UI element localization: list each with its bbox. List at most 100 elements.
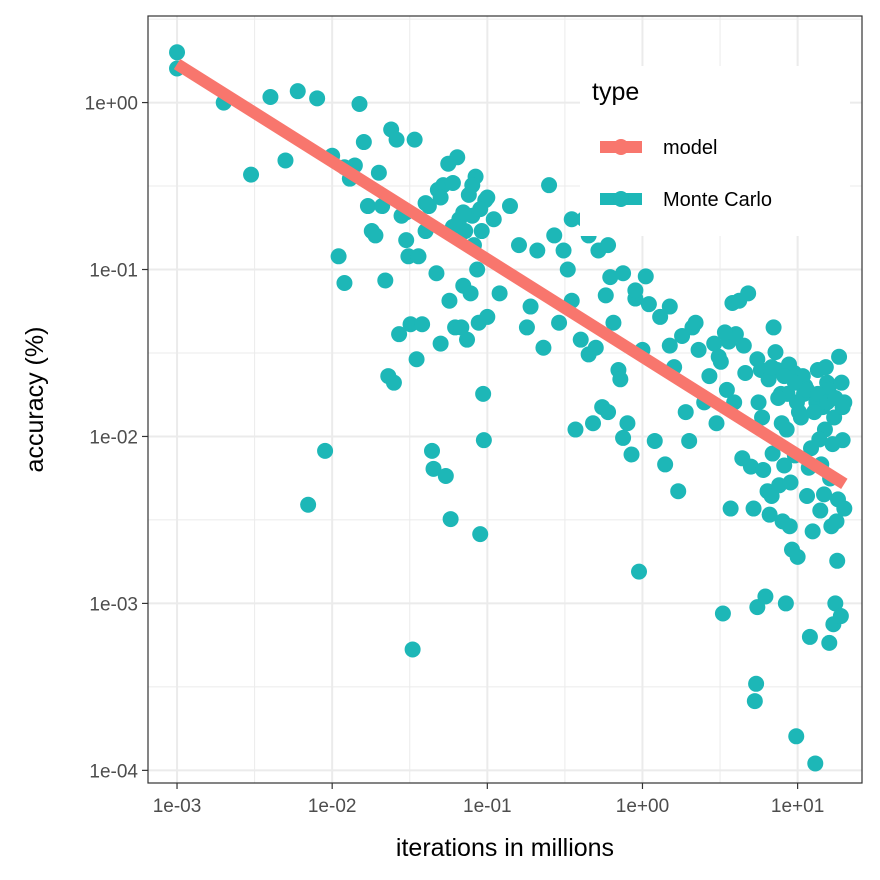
monte-carlo-point bbox=[522, 298, 539, 315]
monte-carlo-point bbox=[755, 461, 772, 478]
monte-carlo-point bbox=[832, 608, 849, 625]
legend: type model Monte Carlo bbox=[580, 66, 850, 236]
monte-carlo-point bbox=[559, 261, 576, 278]
monte-carlo-point bbox=[408, 351, 425, 368]
monte-carlo-point bbox=[551, 314, 568, 331]
monte-carlo-point bbox=[763, 359, 780, 376]
monte-carlo-point bbox=[637, 268, 654, 285]
monte-carlo-point bbox=[742, 458, 759, 475]
monte-carlo-point bbox=[459, 331, 476, 348]
y-tick-label: 1e+00 bbox=[85, 94, 138, 115]
monte-carlo-point bbox=[770, 389, 787, 406]
monte-carlo-point bbox=[441, 292, 458, 309]
monte-carlo-point bbox=[690, 341, 707, 358]
monte-carlo-point bbox=[761, 506, 778, 523]
monte-carlo-point bbox=[681, 432, 698, 449]
monte-carlo-point bbox=[677, 404, 694, 421]
y-tick-label: 1e-02 bbox=[89, 427, 138, 448]
monte-carlo-point bbox=[277, 152, 294, 169]
monte-carlo-point bbox=[806, 404, 823, 421]
monte-carlo-point bbox=[748, 675, 765, 692]
x-axis-title: iterations in millions bbox=[396, 834, 614, 862]
monte-carlo-point bbox=[750, 394, 767, 411]
monte-carlo-point bbox=[749, 351, 766, 368]
monte-carlo-point bbox=[475, 385, 492, 402]
monte-carlo-point bbox=[631, 563, 648, 580]
monte-carlo-point bbox=[661, 298, 678, 315]
monte-carlo-point bbox=[355, 134, 372, 151]
monte-carlo-point bbox=[706, 335, 723, 352]
monte-carlo-point bbox=[807, 755, 824, 772]
monte-carlo-point bbox=[529, 242, 546, 259]
monte-carlo-point bbox=[816, 486, 833, 503]
y-tick-label: 1e-04 bbox=[89, 761, 138, 782]
monte-carlo-point bbox=[799, 487, 816, 504]
x-tick-label: 1e+00 bbox=[616, 796, 669, 817]
monte-carlo-point bbox=[716, 324, 733, 341]
monte-carlo-point bbox=[491, 285, 508, 302]
monte-carlo-point bbox=[457, 223, 474, 240]
monte-carlo-point bbox=[424, 442, 441, 459]
monte-carlo-point bbox=[777, 595, 794, 612]
x-tick-label: 1e-01 bbox=[463, 796, 512, 817]
monte-carlo-point bbox=[309, 90, 326, 107]
monte-carlo-point bbox=[388, 131, 405, 148]
y-tick-label: 1e-01 bbox=[89, 261, 138, 282]
legend-label: model bbox=[663, 137, 717, 159]
monte-carlo-point bbox=[567, 421, 584, 438]
monte-carlo-point bbox=[701, 368, 718, 385]
legend-title: type bbox=[592, 78, 639, 106]
x-tick-label: 1e-02 bbox=[308, 796, 357, 817]
monte-carlo-point bbox=[745, 500, 762, 517]
monte-carlo-point bbox=[472, 201, 489, 218]
monte-carlo-point bbox=[432, 189, 449, 206]
monte-carlo-point bbox=[831, 348, 848, 365]
monte-carlo-point bbox=[479, 189, 496, 206]
monte-carlo-point bbox=[828, 513, 845, 530]
monte-carlo-point bbox=[370, 164, 387, 181]
monte-carlo-point bbox=[391, 326, 408, 343]
monte-carlo-point bbox=[510, 237, 527, 254]
monte-carlo-point bbox=[169, 44, 186, 61]
monte-carlo-point bbox=[824, 436, 841, 453]
monte-carlo-point bbox=[535, 339, 552, 356]
monte-carlo-point bbox=[518, 319, 535, 336]
monte-carlo-point bbox=[425, 460, 442, 477]
y-axis: 1e-04 1e-03 1e-02 1e-01 1e+00 bbox=[85, 94, 148, 782]
monte-carlo-point bbox=[587, 339, 604, 356]
x-tick-label: 1e-03 bbox=[153, 796, 202, 817]
monte-carlo-point bbox=[442, 511, 459, 528]
monte-carlo-point bbox=[367, 227, 384, 244]
monte-carlo-point bbox=[781, 518, 798, 535]
monte-carlo-point bbox=[437, 467, 454, 484]
monte-carlo-point bbox=[767, 344, 784, 361]
monte-carlo-point bbox=[670, 483, 687, 500]
monte-carlo-point bbox=[652, 308, 669, 325]
monte-carlo-point bbox=[449, 149, 466, 166]
monte-carlo-point bbox=[385, 374, 402, 391]
monte-carlo-point bbox=[735, 337, 752, 354]
monte-carlo-point bbox=[612, 371, 629, 388]
monte-carlo-point bbox=[812, 502, 829, 519]
monte-carlo-point bbox=[646, 432, 663, 449]
monte-carlo-point bbox=[764, 445, 781, 462]
monte-carlo-point bbox=[776, 457, 793, 474]
monte-carlo-point bbox=[546, 227, 563, 244]
legend-key-point bbox=[613, 191, 629, 207]
monte-carlo-point bbox=[712, 353, 729, 370]
monte-carlo-point bbox=[801, 628, 818, 645]
monte-carlo-point bbox=[782, 474, 799, 491]
monte-carlo-point bbox=[472, 526, 489, 543]
plot-series bbox=[169, 44, 853, 772]
monte-carlo-point bbox=[740, 285, 757, 302]
monte-carlo-point bbox=[501, 198, 518, 215]
monte-carlo-point bbox=[479, 308, 496, 325]
monte-carlo-point bbox=[804, 523, 821, 540]
monte-carlo-point bbox=[243, 166, 260, 183]
monte-carlo-point bbox=[623, 446, 640, 463]
monte-carlo-point bbox=[811, 431, 828, 448]
monte-carlo-point bbox=[563, 211, 580, 228]
monte-carlo-point bbox=[788, 728, 805, 745]
model-line bbox=[173, 59, 848, 489]
